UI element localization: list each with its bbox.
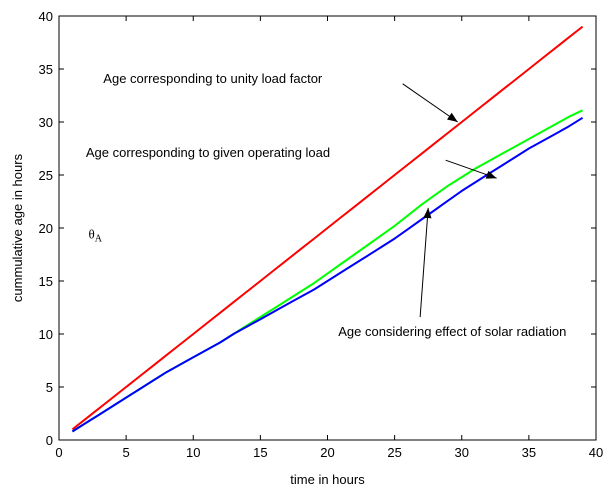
x-tick-label: 0 (55, 445, 62, 460)
y-tick-label: 40 (39, 9, 53, 24)
x-axis-label: time in hours (290, 472, 365, 487)
annotation-text: Age corresponding to given operating loa… (86, 145, 330, 160)
series-line-3 (71, 116, 584, 433)
annotation-arrow-line (402, 83, 459, 123)
y-tick-label: 15 (39, 274, 53, 289)
y-tick-label: 30 (39, 115, 53, 130)
theta-a-label: θA (89, 227, 103, 245)
annotation-layer: Age corresponding to unity load factor Ag… (86, 71, 567, 339)
annotation-arrowhead (447, 112, 458, 122)
annotation-arrow-line (419, 207, 429, 318)
theta-symbol: θ (89, 227, 95, 242)
x-tick-label: 25 (387, 445, 401, 460)
plot-frame (58, 15, 597, 441)
y-tick-label: 10 (39, 327, 53, 342)
y-tick-label: 25 (39, 168, 53, 183)
x-tick-label: 35 (522, 445, 536, 460)
annotation-arrowhead (485, 170, 497, 179)
theta-subscript: A (95, 234, 103, 245)
annotation-arrowhead (423, 207, 432, 219)
y-tick-label: 35 (39, 62, 53, 77)
y-tick-label: 0 (46, 433, 53, 448)
annotation-text: Age considering effect of solar radiatio… (338, 324, 566, 339)
ticks-layer: 0 5 10 15 20 25 30 35 40 0 5 10 15 20 25 30 35 40 (39, 9, 603, 460)
y-tick-label: 20 (39, 221, 53, 236)
x-tick-label: 5 (123, 445, 130, 460)
y-axis-label: cummulative age in hours (10, 153, 25, 302)
x-tick-label: 40 (589, 445, 603, 460)
series-line-1 (71, 25, 584, 431)
x-tick-label: 20 (320, 445, 334, 460)
y-tick-label: 5 (46, 380, 53, 395)
series-layer (71, 25, 584, 433)
x-tick-label: 10 (186, 445, 200, 460)
x-tick-label: 15 (253, 445, 267, 460)
x-tick-label: 30 (455, 445, 469, 460)
annotation-text: Age corresponding to unity load factor (103, 71, 323, 86)
